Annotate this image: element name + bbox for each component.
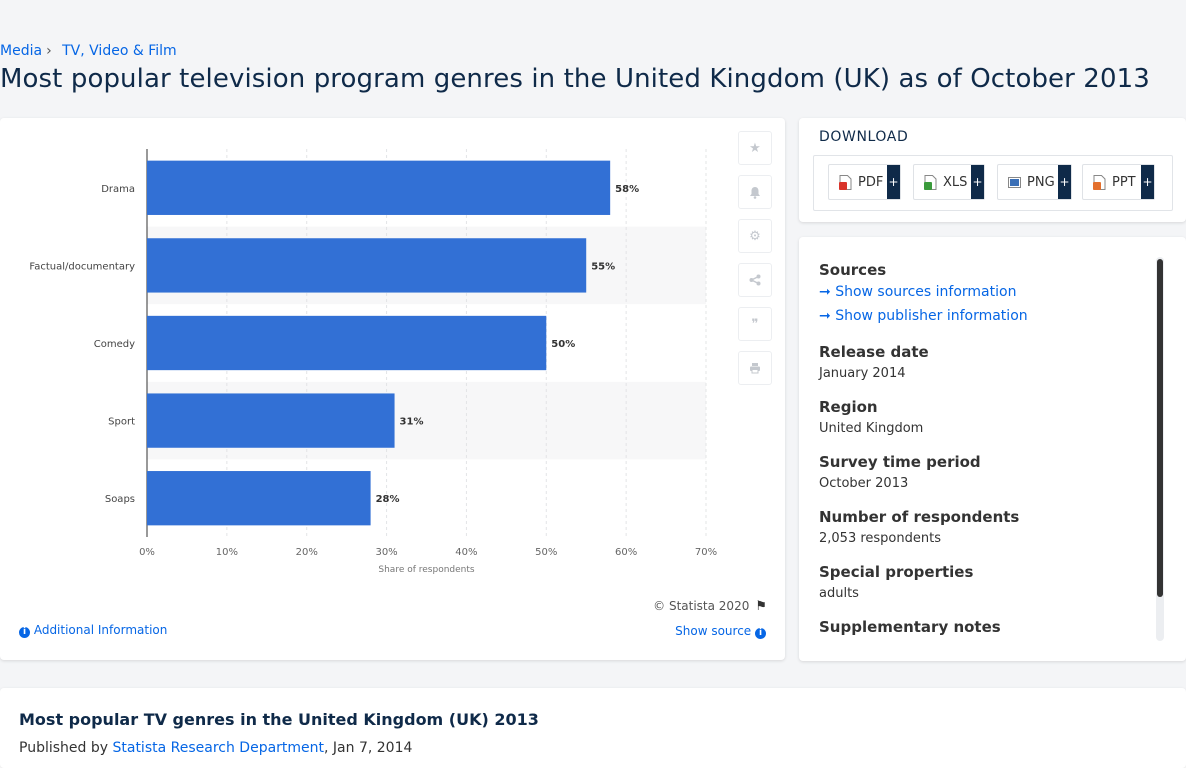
download-title: DOWNLOAD (819, 129, 909, 145)
pdf-file-icon (839, 174, 852, 190)
publication-title: Most popular TV genres in the United Kin… (19, 710, 539, 729)
download-pdf-button[interactable]: PDF + (828, 164, 901, 200)
x-axis-title: Share of respondents (378, 565, 475, 575)
bar (147, 315, 547, 371)
data-label: 28% (376, 494, 400, 505)
png-plus-icon[interactable]: + (1058, 165, 1071, 199)
show-sources-label: Show sources information (835, 284, 1017, 300)
png-label: PNG (1027, 174, 1055, 190)
show-publisher-label: Show publisher information (835, 308, 1028, 324)
category-label: Soaps (105, 494, 135, 505)
chart-card: 0% 10% 20% 30% 40% 50% 60% 70% 58% Drama 55% Factua… (0, 118, 785, 660)
show-sources-link[interactable]: ➞ Show sources information (819, 284, 1016, 300)
bar (147, 160, 611, 215)
special-properties-label: Special properties (819, 563, 974, 581)
show-source-label: Show source (675, 624, 752, 638)
region-value: United Kingdom (819, 421, 924, 436)
info-icon: i (19, 627, 30, 638)
report-flag-icon[interactable]: ⚑ (755, 599, 767, 614)
cite-quote-icon[interactable]: ❞ (738, 307, 772, 341)
copyright-text: © Statista 2020 (653, 599, 750, 613)
ppt-file-icon (1093, 174, 1106, 190)
additional-information-link[interactable]: i Additional Information (19, 623, 167, 638)
info-card: Sources ➞ Show sources information ➞ Sho… (799, 237, 1186, 661)
ppt-label: PPT (1112, 174, 1136, 190)
ppt-plus-icon[interactable]: + (1141, 165, 1154, 199)
region-label: Region (819, 398, 878, 416)
x-tick-label: 0% (139, 547, 155, 558)
category-label: Factual/documentary (29, 261, 135, 272)
sources-label: Sources (819, 261, 887, 279)
show-publisher-link[interactable]: ➞ Show publisher information (819, 308, 1028, 324)
breadcrumb-media[interactable]: Media (0, 43, 43, 59)
x-tick-label: 20% (296, 547, 318, 558)
x-tick-label: 30% (375, 547, 397, 558)
scrollbar-thumb[interactable] (1157, 259, 1163, 597)
publication-card: Most popular TV genres in the United Kin… (0, 688, 1186, 768)
x-tick-label: 50% (535, 547, 557, 558)
bar (147, 238, 587, 293)
page-title: Most popular television program genres i… (0, 64, 1150, 94)
download-buttons: PDF + XLS + PNG + PPT + (813, 155, 1173, 211)
data-label: 58% (615, 184, 639, 195)
release-date-value: January 2014 (819, 366, 906, 381)
settings-gear-icon[interactable]: ⚙ (738, 219, 772, 253)
download-xls-button[interactable]: XLS + (913, 164, 985, 200)
xls-file-icon (924, 174, 937, 190)
show-source-link[interactable]: Show source i (675, 624, 766, 639)
breadcrumb-separator: › (46, 43, 52, 59)
xls-plus-icon[interactable]: + (971, 165, 984, 199)
download-card: DOWNLOAD PDF + XLS + PNG + PPT + (799, 118, 1186, 222)
breadcrumb: Media › TV, Video & Film (0, 43, 177, 59)
category-label: Drama (101, 184, 135, 195)
png-file-icon (1008, 175, 1021, 190)
respondents-value: 2,053 respondents (819, 531, 941, 546)
data-label: 31% (400, 417, 424, 428)
published-by: Published by Statista Research Departmen… (19, 740, 412, 756)
published-prefix: Published by (19, 740, 109, 756)
survey-period-label: Survey time period (819, 453, 981, 471)
print-icon[interactable] (738, 351, 772, 385)
category-label: Comedy (94, 339, 135, 350)
breadcrumb-tv-video-film[interactable]: TV, Video & Film (62, 43, 177, 59)
share-icon[interactable] (738, 263, 772, 297)
additional-information-label: Additional Information (33, 623, 168, 637)
category-label: Sport (108, 417, 135, 428)
copyright: © Statista 2020 ⚑ (653, 599, 767, 614)
release-date-label: Release date (819, 343, 929, 361)
x-tick-label: 60% (615, 547, 637, 558)
chart-tools: ★ ⚙ ❞ (738, 131, 772, 395)
publication-date: , Jan 7, 2014 (324, 740, 413, 756)
data-label: 55% (591, 261, 615, 272)
notification-bell-icon[interactable] (738, 175, 772, 209)
arrow-right-icon: ➞ (819, 284, 831, 300)
survey-period-value: October 2013 (819, 476, 909, 491)
respondents-label: Number of respondents (819, 508, 1020, 526)
x-tick-label: 70% (695, 547, 717, 558)
favorite-star-icon[interactable]: ★ (738, 131, 772, 165)
pdf-label: PDF (858, 174, 884, 190)
download-png-button[interactable]: PNG + (997, 164, 1072, 200)
xls-label: XLS (943, 174, 968, 190)
download-ppt-button[interactable]: PPT + (1082, 164, 1155, 200)
supplementary-notes-label: Supplementary notes (819, 618, 1001, 636)
bar (147, 393, 395, 448)
x-tick-label: 40% (455, 547, 477, 558)
info-icon: i (755, 628, 766, 639)
special-properties-value: adults (819, 586, 859, 601)
data-label: 50% (551, 339, 575, 350)
x-tick-label: 10% (216, 547, 238, 558)
bar-chart: 0% 10% 20% 30% 40% 50% 60% 70% 58% Drama 55% Factua… (29, 149, 717, 575)
bar (147, 471, 371, 526)
pdf-plus-icon[interactable]: + (887, 165, 900, 199)
publisher-link[interactable]: Statista Research Department (112, 740, 325, 756)
arrow-right-icon: ➞ (819, 308, 831, 324)
